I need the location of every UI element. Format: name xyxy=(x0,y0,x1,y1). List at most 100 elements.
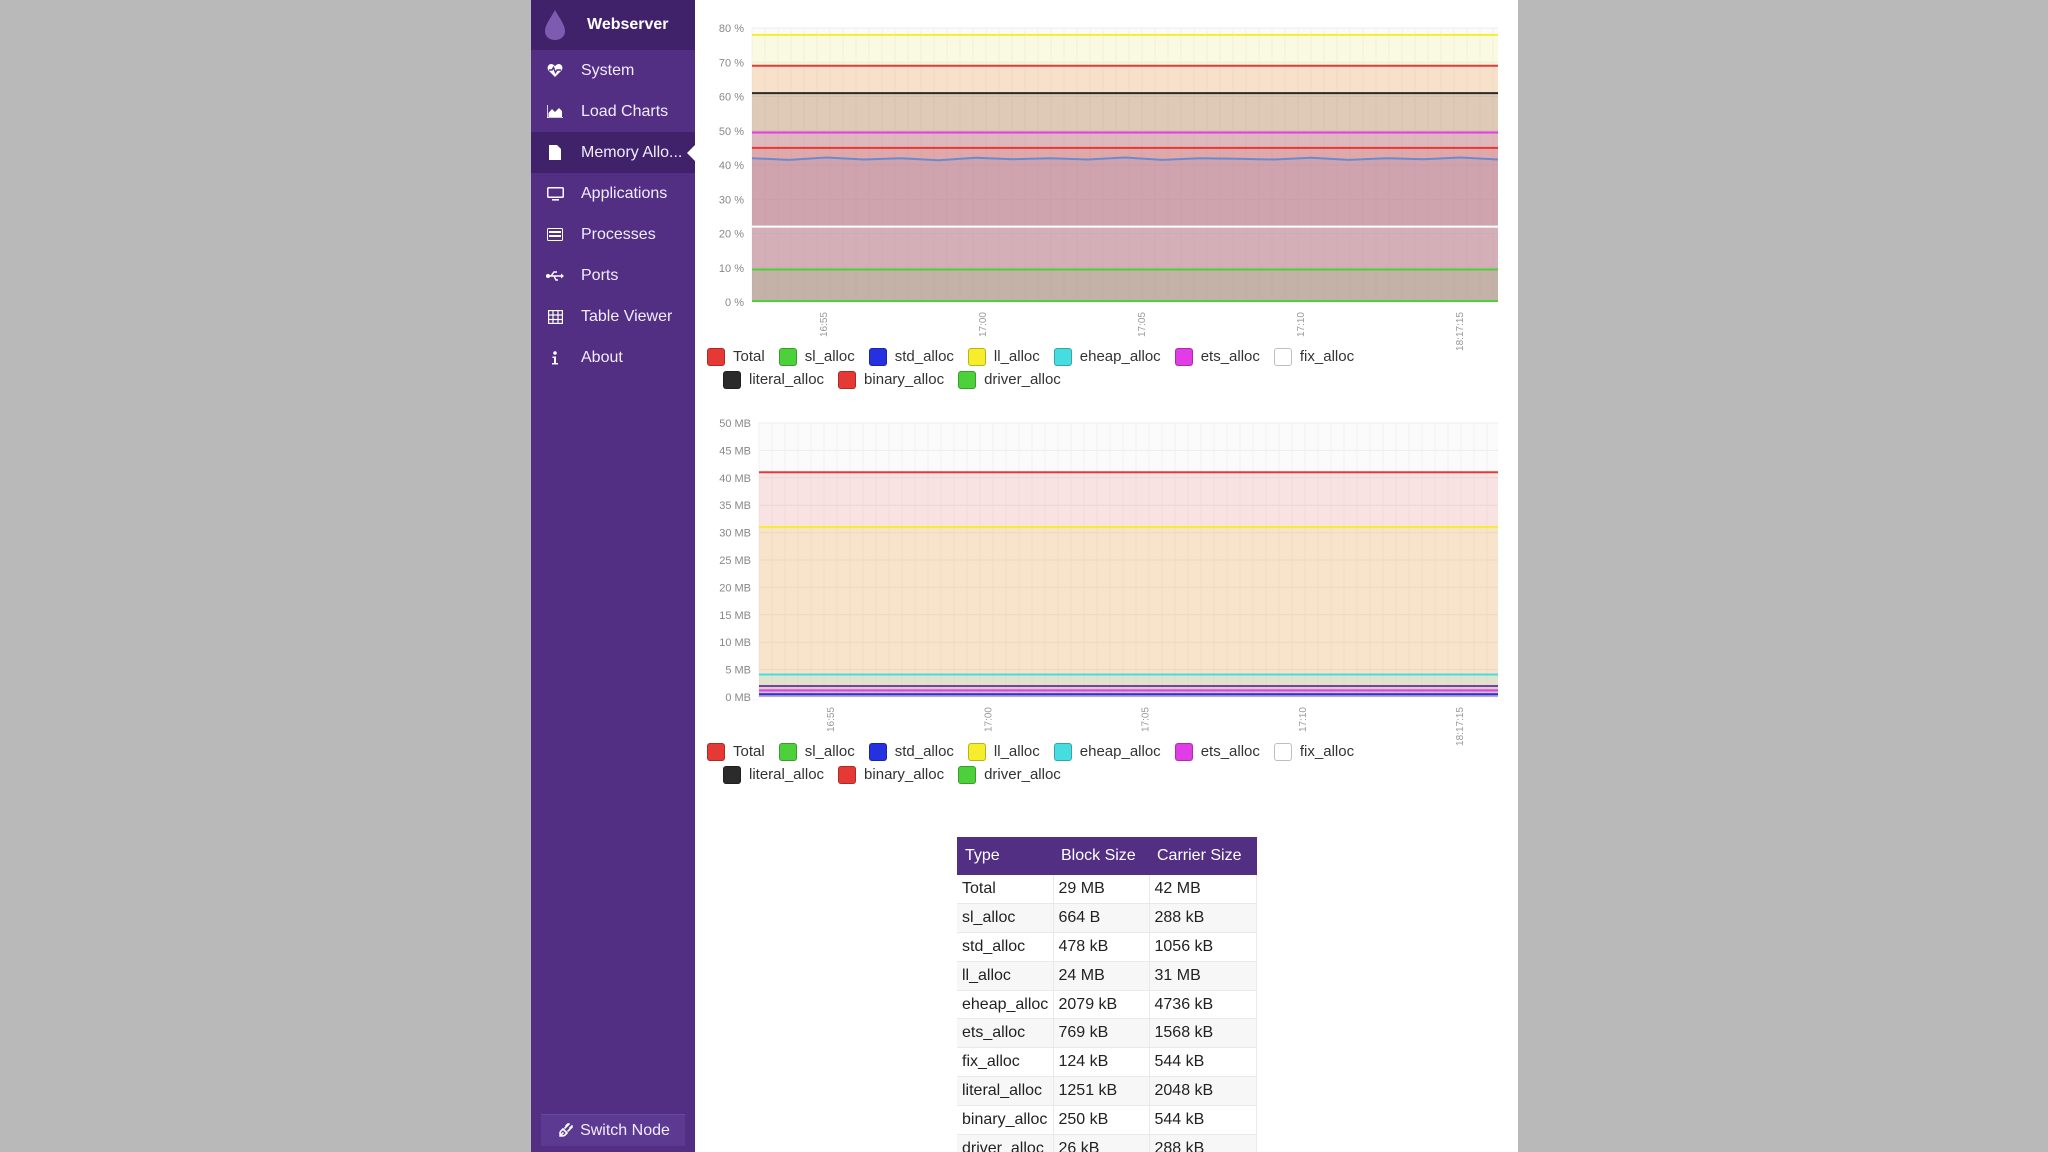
legend-item-binary-alloc[interactable]: binary_alloc xyxy=(838,763,944,786)
table-row[interactable]: fix_alloc 124 kB 544 kB xyxy=(957,1047,1257,1078)
legend-item-literal-alloc[interactable]: literal_alloc xyxy=(723,763,824,786)
list-icon xyxy=(545,226,565,244)
sidebar-item-table-viewer[interactable]: Table Viewer xyxy=(531,296,695,337)
legend-item-ll-alloc[interactable]: ll_alloc xyxy=(967,740,1040,763)
table-cell: 1056 kB xyxy=(1149,932,1257,962)
file-icon xyxy=(545,144,565,162)
table-cell: 544 kB xyxy=(1149,1105,1257,1135)
sidebar-item-load-charts[interactable]: Load Charts xyxy=(531,91,695,132)
sidebar-item-system[interactable]: System xyxy=(531,50,695,91)
table-row[interactable]: sl_alloc 664 B 288 kB xyxy=(957,903,1257,934)
legend-swatch xyxy=(778,742,797,761)
series-sl-alloc-area xyxy=(752,269,1498,302)
legend-swatch xyxy=(707,742,725,761)
table-row[interactable]: Total 29 MB 42 MB xyxy=(957,875,1257,905)
y-tick-label: 35 MB xyxy=(719,500,751,512)
column-header-carrier-size[interactable]: Carrier Size xyxy=(1149,837,1257,875)
legend-item-eheap-alloc[interactable]: eheap_alloc xyxy=(1053,740,1161,763)
legend-label: binary_alloc xyxy=(864,766,945,783)
table-row[interactable]: driver_alloc 26 kB 288 kB xyxy=(957,1134,1257,1152)
series-eheap-alloc-area xyxy=(752,157,1498,302)
table-cell: binary_alloc xyxy=(957,1105,1054,1135)
x-tick-label: 16:55 xyxy=(819,312,830,337)
legend-swatch xyxy=(967,742,986,761)
y-tick-label: 60 % xyxy=(719,92,744,104)
area-chart-icon xyxy=(545,103,565,121)
y-tick-label: 10 MB xyxy=(719,637,751,649)
series-literal-alloc-area xyxy=(752,93,1498,302)
megabyte-chart: 0 MB 5 MB 10 MB 15 MB 20 MB 25 MB 30 MB 35 MB 40… xyxy=(695,410,1518,784)
legend-label: driver_alloc xyxy=(984,371,1061,388)
legend-item-binary-alloc[interactable]: binary_alloc xyxy=(838,368,944,391)
monitor-icon xyxy=(545,185,565,203)
switch-node-button[interactable]: Switch Node xyxy=(541,1114,685,1146)
legend-item-driver-alloc[interactable]: driver_alloc xyxy=(958,368,1061,391)
table-row[interactable]: literal_alloc 1251 kB 2048 kB xyxy=(957,1076,1257,1106)
x-tick-label: 17:00 xyxy=(983,707,994,732)
x-tick-label: 18:17:15 xyxy=(1455,707,1466,746)
table-body: Total 29 MB 42 MB sl_alloc 664 B 288 kB std_al… xyxy=(957,875,1257,1152)
sidebar: Webserver System Load Charts Memory Allo… xyxy=(531,0,696,1152)
sidebar-item-ports[interactable]: Ports xyxy=(531,255,695,296)
legend-label: literal_alloc xyxy=(749,371,825,388)
legend-swatch xyxy=(778,347,797,366)
series-ets-alloc-area xyxy=(752,132,1498,302)
legend-label: sl_alloc xyxy=(804,743,855,760)
y-tick-label: 0 % xyxy=(725,297,744,309)
table-cell: std_alloc xyxy=(957,932,1054,962)
table-cell: 664 B xyxy=(1053,903,1150,934)
sidebar-item-about[interactable]: About xyxy=(531,337,695,378)
legend-label: ll_alloc xyxy=(993,348,1040,365)
sidebar-item-label: Table Viewer xyxy=(581,307,673,325)
percent-chart-canvas: 0 % 10 % 20 % 30 % 40 % 50 % 60 % 70 % 80 % 16:55… xyxy=(719,23,1499,351)
table-row[interactable]: ll_alloc 24 MB 31 MB xyxy=(957,961,1257,991)
sidebar-item-processes[interactable]: Processes xyxy=(531,214,695,255)
app-window: Webserver System Load Charts Memory Allo… xyxy=(531,0,1518,1152)
legend-swatch xyxy=(1174,742,1193,761)
y-tick-label: 80 % xyxy=(719,23,744,35)
x-tick-label: 17:00 xyxy=(978,312,989,337)
legend-item-Total[interactable]: Total xyxy=(707,740,765,763)
table-row[interactable]: binary_alloc 250 kB 544 kB xyxy=(957,1105,1257,1135)
table-row[interactable]: eheap_alloc 2079 kB 4736 kB xyxy=(957,990,1257,1020)
legend-item-driver-alloc[interactable]: driver_alloc xyxy=(958,763,1061,786)
legend-item-ll-alloc[interactable]: ll_alloc xyxy=(967,345,1040,368)
table-cell: Total xyxy=(957,875,1054,905)
y-tick-label: 20 % xyxy=(719,229,744,241)
main-content: 0 % 10 % 20 % 30 % 40 % 50 % 60 % 70 % 80 % 16:55… xyxy=(695,0,1518,1152)
legend-item-Total[interactable]: Total xyxy=(707,345,765,368)
y-tick-label: 5 MB xyxy=(725,665,751,677)
legend-swatch xyxy=(1273,742,1292,761)
sidebar-item-memory-allocators[interactable]: Memory Allo... xyxy=(531,132,696,173)
y-tick-label: 70 % xyxy=(719,57,744,69)
table-row[interactable]: ets_alloc 769 kB 1568 kB xyxy=(957,1018,1257,1049)
legend-item-sl-alloc[interactable]: sl_alloc xyxy=(778,740,855,763)
info-icon xyxy=(545,349,565,367)
legend-item-eheap-alloc[interactable]: eheap_alloc xyxy=(1053,345,1161,368)
legend-swatch xyxy=(1174,347,1193,366)
legend-swatch xyxy=(1053,742,1072,761)
legend-item-fix-alloc[interactable]: fix_alloc xyxy=(1273,345,1354,368)
sidebar-item-label: Processes xyxy=(581,225,656,243)
table-cell: driver_alloc xyxy=(957,1134,1054,1152)
legend-item-ets-alloc[interactable]: ets_alloc xyxy=(1174,345,1260,368)
legend-item-ets-alloc[interactable]: ets_alloc xyxy=(1174,740,1260,763)
column-header-block-size[interactable]: Block Size xyxy=(1053,837,1149,875)
table-cell: sl_alloc xyxy=(957,903,1054,934)
legend-item-std-alloc[interactable]: std_alloc xyxy=(868,345,954,368)
table-cell: 26 kB xyxy=(1053,1134,1150,1152)
column-header-type[interactable]: Type xyxy=(957,837,1053,875)
table-row[interactable]: std_alloc 478 kB 1056 kB xyxy=(957,932,1257,962)
sidebar-header[interactable]: Webserver xyxy=(531,0,695,50)
legend-item-std-alloc[interactable]: std_alloc xyxy=(868,740,954,763)
y-tick-label: 0 MB xyxy=(725,692,751,704)
sidebar-item-label: Ports xyxy=(581,266,619,284)
sidebar-item-applications[interactable]: Applications xyxy=(531,173,695,214)
table-cell: 124 kB xyxy=(1053,1047,1150,1078)
legend-item-sl-alloc[interactable]: sl_alloc xyxy=(778,345,855,368)
legend-item-fix-alloc[interactable]: fix_alloc xyxy=(1273,740,1354,763)
legend-item-literal-alloc[interactable]: literal_alloc xyxy=(723,368,824,391)
table-cell: ll_alloc xyxy=(957,961,1054,991)
x-tick-label: 17:10 xyxy=(1298,707,1309,732)
table-cell: 544 kB xyxy=(1149,1047,1257,1078)
